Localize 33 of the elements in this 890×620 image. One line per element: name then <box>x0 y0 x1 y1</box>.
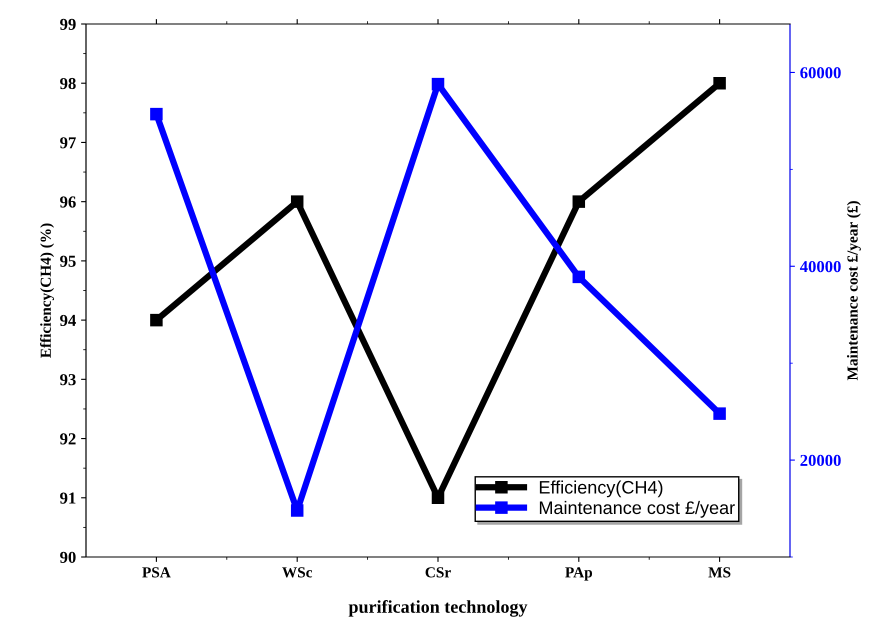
x-tick-label: WSc <box>282 567 312 578</box>
y-tick-label: 98 <box>60 78 76 90</box>
y-tick-label: 99 <box>60 18 76 30</box>
x-axis-title: purification technology <box>348 600 528 617</box>
point <box>290 195 304 208</box>
legend-label: Efficiency(CH4) <box>540 480 662 498</box>
point <box>290 504 304 517</box>
y-tick-label: 96 <box>60 196 76 208</box>
y2-axis-title: Maintenance cost £/year (£) <box>846 201 861 380</box>
y-tick-label: 91 <box>60 492 76 504</box>
y-tick-label: 93 <box>60 374 76 386</box>
x-tick-label: PAp <box>565 567 592 581</box>
x-tick-label: CSr <box>426 567 451 578</box>
x-tick-label: MS <box>708 567 730 578</box>
point <box>150 314 163 326</box>
y-tick-label: 97 <box>60 137 76 148</box>
y2-tick-label: 60000 <box>800 67 841 78</box>
point <box>150 108 163 120</box>
y2-tick-label: 40000 <box>800 260 841 272</box>
point <box>432 492 444 504</box>
point <box>572 195 586 208</box>
y-tick-label: 95 <box>60 256 76 267</box>
point <box>572 270 586 284</box>
y-tick-label: 90 <box>60 552 76 563</box>
point <box>432 78 444 90</box>
y-tick-label: 92 <box>60 433 76 444</box>
y2-tick-label: 20000 <box>800 454 841 466</box>
y-axis-title: Efficiency(CH4) (%) <box>40 224 54 358</box>
point <box>713 76 726 90</box>
point <box>713 407 726 420</box>
x-tick-label: PSA <box>142 567 171 578</box>
legend-label: Maintenance cost £/year <box>540 500 735 518</box>
y-tick-label: 94 <box>60 314 76 326</box>
